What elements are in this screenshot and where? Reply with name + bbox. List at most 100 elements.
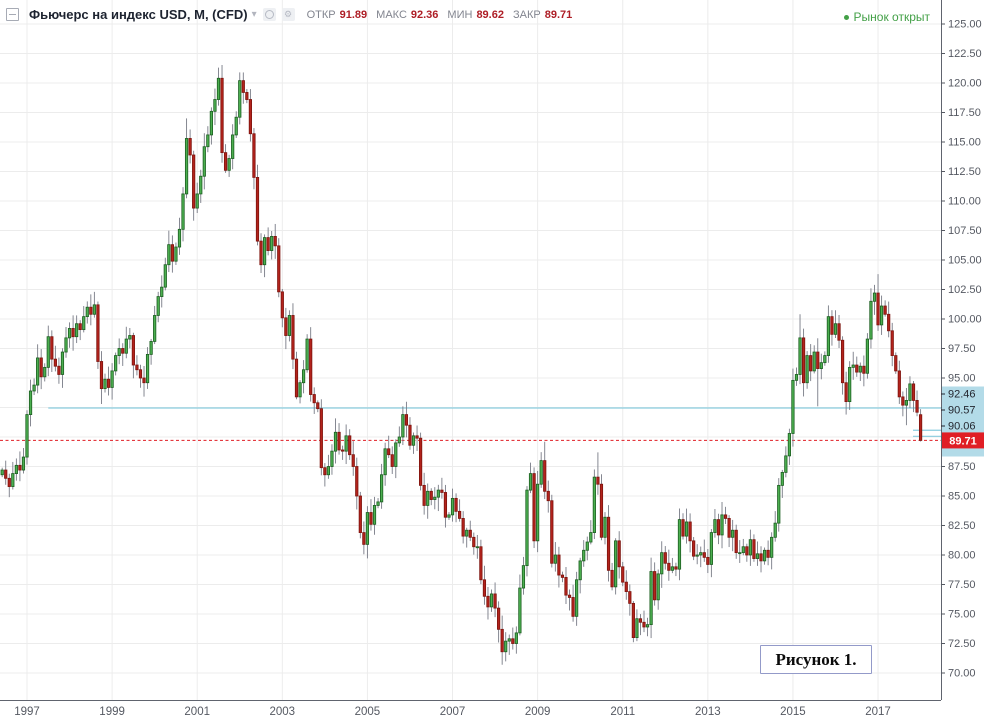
gear-icon[interactable]: ⚙ <box>281 8 295 21</box>
candle <box>312 394 316 404</box>
candle <box>298 382 302 398</box>
candle <box>872 292 877 302</box>
candle <box>344 435 348 452</box>
candle <box>628 591 632 604</box>
candle <box>234 116 238 136</box>
high-value: 92.36 <box>410 8 439 21</box>
candle <box>791 379 795 434</box>
candle <box>362 532 366 545</box>
candle <box>426 490 430 506</box>
candle <box>716 519 721 536</box>
candle <box>14 464 18 474</box>
candle <box>624 581 628 592</box>
candle <box>270 235 274 251</box>
time-axis[interactable]: 1997 1999 2001 2003 2005 2007 2009 2011 2013 2015… <box>0 700 941 719</box>
price-tick-label: 125.00 <box>948 19 982 31</box>
candle <box>92 304 96 315</box>
candle <box>337 431 341 451</box>
candle <box>702 552 706 558</box>
candle <box>621 566 625 583</box>
candle <box>851 364 855 368</box>
market-status-label: Рынок открыт <box>853 10 930 24</box>
eye-icon[interactable] <box>262 8 276 21</box>
price-tick-label: 85.00 <box>948 491 976 503</box>
candle <box>103 378 107 390</box>
candle <box>255 176 260 242</box>
candle <box>238 80 242 118</box>
candle <box>60 351 65 375</box>
candle <box>99 361 104 390</box>
candle <box>124 338 128 354</box>
candle <box>670 566 674 571</box>
candle <box>252 133 256 178</box>
candle <box>177 228 182 248</box>
candle <box>25 414 29 458</box>
candle <box>855 364 859 373</box>
year-tick-label: 2017 <box>865 706 891 718</box>
candle <box>663 552 667 564</box>
candle <box>131 335 135 366</box>
chevron-down-icon[interactable]: ▾ <box>251 9 257 20</box>
candle <box>511 638 515 644</box>
candle <box>614 540 618 588</box>
candle <box>752 539 756 559</box>
candle <box>773 522 777 538</box>
price-axis[interactable]: 125.00 122.50 120.00 117.50 115.00 112.50 110.… <box>941 0 984 723</box>
candle <box>181 193 185 230</box>
candle <box>819 362 823 369</box>
candle <box>142 377 146 384</box>
price-level-lines[interactable] <box>0 407 941 441</box>
price-tick-label: 97.50 <box>948 343 976 355</box>
collapse-legend-icon[interactable] <box>6 8 19 21</box>
candle <box>514 632 518 644</box>
candle <box>248 99 252 135</box>
low-value: 89.62 <box>476 8 504 21</box>
candle <box>0 469 4 476</box>
candle <box>692 540 696 557</box>
candle <box>192 154 196 209</box>
symbol-title[interactable]: Фьючерс на индекс USD, M, (CFD) <box>29 7 248 22</box>
candle <box>894 355 898 372</box>
candle <box>358 495 362 533</box>
candle <box>330 450 334 467</box>
market-status[interactable]: Рынок открыт <box>843 10 930 24</box>
candle <box>532 473 536 542</box>
candle <box>688 521 692 542</box>
candle <box>376 501 380 506</box>
candle <box>220 77 224 154</box>
candle <box>153 315 157 342</box>
candle <box>273 235 277 247</box>
candle <box>901 396 905 406</box>
candle <box>309 338 313 395</box>
candle <box>525 489 529 567</box>
candle <box>759 553 763 562</box>
candle <box>53 358 57 367</box>
candle <box>387 448 391 456</box>
candle <box>472 536 476 548</box>
ohlc-readout: ОТКР 91.89 МАКС 92.36 МИН 89.62 ЗАКР 89.… <box>307 9 578 21</box>
candles-series[interactable] <box>0 65 923 665</box>
candle <box>145 353 150 384</box>
high-label: МАКС <box>376 8 407 21</box>
candle <box>840 339 845 384</box>
candle <box>411 435 416 446</box>
candle <box>677 519 682 570</box>
candle <box>291 315 295 360</box>
candle <box>174 246 178 262</box>
candle <box>401 414 405 438</box>
candle <box>379 474 384 503</box>
candle <box>635 618 639 638</box>
candle <box>46 336 50 368</box>
candle <box>422 484 426 506</box>
candle <box>869 300 873 340</box>
year-tick-label: 2015 <box>780 706 806 718</box>
figure-annotation[interactable]: Рисунок 1. <box>760 645 872 674</box>
candle <box>333 431 338 452</box>
market-open-dot-icon <box>843 14 849 20</box>
candle <box>355 466 359 497</box>
price-tick-label: 77.50 <box>948 579 976 591</box>
price-tick-label: 95.00 <box>948 373 976 385</box>
candle <box>830 316 834 335</box>
